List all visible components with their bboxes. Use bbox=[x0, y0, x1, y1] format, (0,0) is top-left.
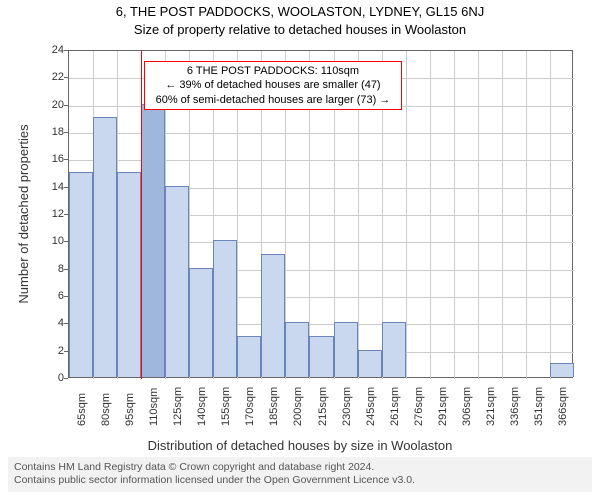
gridline-v bbox=[406, 51, 407, 379]
bar bbox=[189, 268, 213, 377]
x-tick-label: 215sqm bbox=[317, 387, 329, 426]
y-tick-label: 4 bbox=[0, 317, 64, 329]
bar bbox=[550, 363, 574, 377]
x-tick-label: 321sqm bbox=[485, 387, 497, 426]
bar bbox=[382, 322, 406, 377]
plot-area: 6 THE POST PADDOCKS: 110sqm← 39% of deta… bbox=[68, 50, 573, 378]
footer-attribution: Contains HM Land Registry data © Crown c… bbox=[8, 457, 592, 492]
y-tick-label: 14 bbox=[0, 181, 64, 193]
annotation-line: 60% of semi-detached houses are larger (… bbox=[149, 93, 397, 107]
gridline-v bbox=[526, 51, 527, 379]
footer-line-1: Contains HM Land Registry data © Crown c… bbox=[14, 461, 586, 475]
x-tick-label: 65sqm bbox=[76, 393, 88, 426]
x-tick-label: 351sqm bbox=[533, 387, 545, 426]
x-tick-label: 200sqm bbox=[292, 387, 304, 426]
chart-container: 6, THE POST PADDOCKS, WOOLASTON, LYDNEY,… bbox=[0, 0, 600, 500]
x-tick-label: 95sqm bbox=[124, 393, 136, 426]
x-tick-label: 306sqm bbox=[461, 387, 473, 426]
x-tick-label: 261sqm bbox=[389, 387, 401, 426]
bar bbox=[213, 240, 237, 377]
y-tick-label: 8 bbox=[0, 263, 64, 275]
bar bbox=[285, 322, 309, 377]
x-tick-label: 245sqm bbox=[365, 387, 377, 426]
x-tick-label: 230sqm bbox=[341, 387, 353, 426]
x-tick-label: 185sqm bbox=[268, 387, 280, 426]
x-tick-label: 366sqm bbox=[557, 387, 569, 426]
x-tick-label: 125sqm bbox=[172, 387, 184, 426]
y-tick-label: 20 bbox=[0, 99, 64, 111]
x-tick-label: 336sqm bbox=[509, 387, 521, 426]
title-sub: Size of property relative to detached ho… bbox=[0, 22, 600, 37]
x-axis-label: Distribution of detached houses by size … bbox=[0, 438, 600, 453]
y-tick-label: 10 bbox=[0, 235, 64, 247]
bar bbox=[309, 336, 333, 377]
bar bbox=[141, 104, 165, 377]
gridline-v bbox=[430, 51, 431, 379]
y-tick-label: 18 bbox=[0, 126, 64, 138]
y-tick-label: 24 bbox=[0, 44, 64, 56]
footer-line-2: Contains public sector information licen… bbox=[14, 474, 586, 488]
gridline-v bbox=[478, 51, 479, 379]
y-tick-label: 12 bbox=[0, 208, 64, 220]
gridline-v bbox=[550, 51, 551, 379]
bar bbox=[334, 322, 358, 377]
gridline-v bbox=[454, 51, 455, 379]
x-tick-label: 291sqm bbox=[437, 387, 449, 426]
annotation-box: 6 THE POST PADDOCKS: 110sqm← 39% of deta… bbox=[144, 61, 402, 110]
y-tick-label: 16 bbox=[0, 153, 64, 165]
x-tick-label: 140sqm bbox=[196, 387, 208, 426]
x-tick-label: 276sqm bbox=[413, 387, 425, 426]
bar bbox=[358, 350, 382, 377]
x-tick-label: 110sqm bbox=[148, 388, 160, 426]
title-main: 6, THE POST PADDOCKS, WOOLASTON, LYDNEY,… bbox=[0, 4, 600, 19]
bar bbox=[165, 186, 189, 377]
annotation-line: ← 39% of detached houses are smaller (47… bbox=[149, 78, 397, 92]
bar bbox=[261, 254, 285, 377]
annotation-line: 6 THE POST PADDOCKS: 110sqm bbox=[149, 64, 397, 78]
bar bbox=[69, 172, 93, 377]
marker-line bbox=[141, 51, 142, 379]
bar bbox=[237, 336, 261, 377]
x-tick-label: 155sqm bbox=[220, 387, 232, 426]
y-tick-label: 2 bbox=[0, 345, 64, 357]
gridline-v bbox=[502, 51, 503, 379]
y-tick-label: 22 bbox=[0, 71, 64, 83]
y-tick-label: 6 bbox=[0, 290, 64, 302]
x-tick-label: 170sqm bbox=[244, 387, 256, 426]
y-tick-label: 0 bbox=[0, 372, 64, 384]
bar bbox=[93, 117, 117, 377]
x-tick-label: 80sqm bbox=[100, 393, 112, 426]
bar bbox=[117, 172, 141, 377]
